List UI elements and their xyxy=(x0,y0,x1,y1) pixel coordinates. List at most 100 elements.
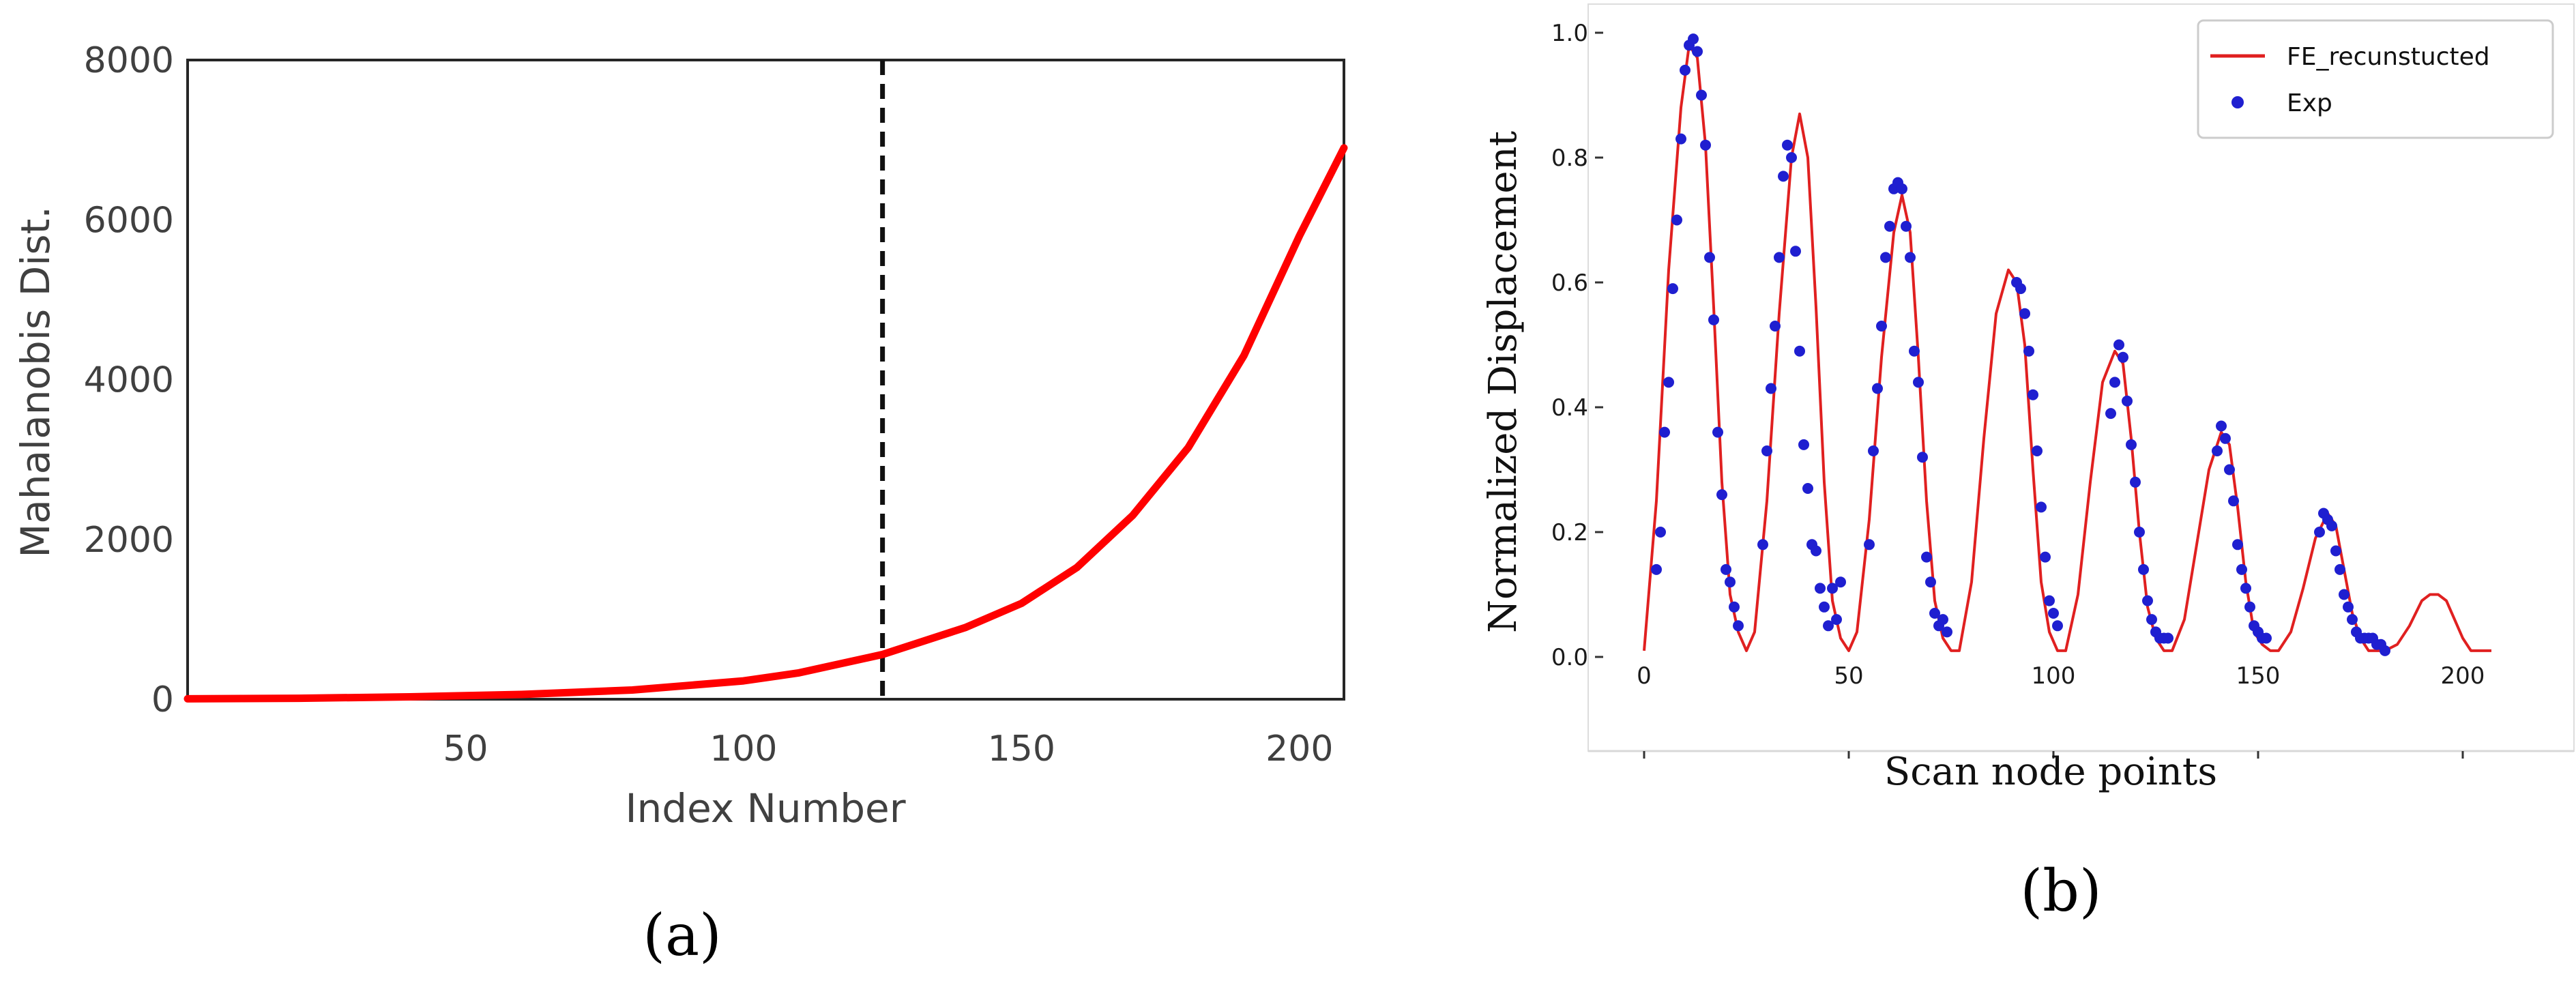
panel-b-exp-point xyxy=(1901,220,1912,232)
panel-a-x-tick-label: 200 xyxy=(1265,729,1333,769)
panel-b-exp-point xyxy=(1811,545,1821,557)
panel-b-exp-point xyxy=(2134,527,2145,538)
panel-b-exp-point xyxy=(1897,183,1907,194)
panel-b-exp-point xyxy=(1700,139,1711,151)
panel-b-exp-point xyxy=(1663,377,1674,388)
panel-b-exp-point xyxy=(1774,252,1785,263)
panel-b-exp-point xyxy=(1671,214,1682,226)
panel-a-y-tick-label: 4000 xyxy=(84,360,174,401)
panel-b-exp-point xyxy=(1937,614,1948,626)
panel-b-exp-point xyxy=(1692,46,1703,57)
panel-b-exp-point xyxy=(1823,620,1834,632)
panel-b-exp-point xyxy=(1905,252,1916,263)
panel-b-exp-point xyxy=(2232,539,2243,551)
panel-b-legend: FE_recunstucted Exp xyxy=(2197,19,2554,139)
panel-b-exp-point xyxy=(1831,614,1842,626)
panel-b-exp-point xyxy=(2339,589,2350,600)
panel-b-exp-point xyxy=(1716,489,1727,501)
panel-b: 0 50 100 150 200 0.0 0.2 0.4 0.6 0.8 1.0 FE_recun… xyxy=(1481,3,2575,924)
panel-b-y-tick-label: 1.0 xyxy=(1551,20,1588,47)
panel-a-plot-area xyxy=(186,59,1345,701)
panel-b-exp-point xyxy=(1798,439,1809,450)
panel-a-marks xyxy=(184,60,1348,703)
panel-b-exp-point xyxy=(1868,445,1879,456)
panel-b-exp-point xyxy=(2130,476,2141,488)
panel-b-exp-point xyxy=(2334,563,2345,575)
panel-b-exp-point xyxy=(2118,351,2128,363)
panel-b-caption: (b) xyxy=(2020,857,2101,924)
panel-b-exp-point xyxy=(1659,426,1670,438)
panel-b-exp-point xyxy=(2347,614,2358,626)
panel-b-exp-point xyxy=(1770,321,1781,332)
panel-b-exp-point xyxy=(2216,420,2227,432)
panel-a-y-tick-labels: 0 2000 4000 6000 8000 xyxy=(84,40,174,720)
panel-b-exp-point xyxy=(2314,527,2325,538)
panel-a-x-tick-label: 100 xyxy=(709,729,777,769)
panel-b-exp-point xyxy=(2146,614,2157,626)
panel-b-exp-point xyxy=(1802,483,1813,494)
panel-b-exp-point xyxy=(1688,33,1699,45)
panel-b-exp-point xyxy=(1794,345,1805,357)
panel-b-y-axis-label: Normalized Displacement xyxy=(1481,130,1525,633)
panel-b-x-axis-label: Scan node points xyxy=(1884,750,2217,794)
panel-b-exp-point xyxy=(1880,252,1891,263)
panel-b-y-tick-label: 0.2 xyxy=(1551,519,1588,546)
panel-b-exp-point xyxy=(2220,432,2231,444)
panel-b-exp-point xyxy=(2163,632,2174,644)
panel-b-exp-point xyxy=(2036,501,2047,513)
panel-a-y-tick-label: 8000 xyxy=(84,40,174,81)
panel-b-x-tick-label: 100 xyxy=(2032,662,2076,690)
panel-b-x-tick-label: 150 xyxy=(2236,662,2281,690)
panel-b-exp-point xyxy=(2040,551,2051,563)
panel-b-exp-point xyxy=(2105,408,2116,420)
panel-b-exp-point xyxy=(1667,283,1678,295)
panel-a-x-axis-label: Index Number xyxy=(625,785,905,832)
panel-b-exp-point xyxy=(2019,308,2030,319)
panel-a-x-tick-label: 150 xyxy=(988,729,1055,769)
panel-b-exp-point xyxy=(1778,171,1789,182)
legend-swatch-dot xyxy=(2231,96,2244,108)
panel-b-exp-point xyxy=(2261,632,2272,644)
panel-b-exp-point xyxy=(1786,152,1797,163)
panel-b-exp-point xyxy=(1721,563,1731,575)
panel-b-exp-point xyxy=(2212,445,2223,456)
panel-b-exp-point xyxy=(2244,601,2255,613)
panel-b-exp-point xyxy=(2113,339,2124,351)
panel-b-exp-point xyxy=(1909,345,1920,357)
panel-b-exp-point xyxy=(2023,345,2034,357)
panel-a-caption: (a) xyxy=(643,902,722,969)
panel-a-x-tick-label: 50 xyxy=(443,729,488,769)
panel-b-exp-point xyxy=(1725,576,1736,588)
legend-label-exp: Exp xyxy=(2287,89,2332,117)
panel-b-exp-point xyxy=(2138,563,2149,575)
panel-b-exp-point xyxy=(2052,620,2063,632)
panel-b-exp-point xyxy=(1827,583,1838,594)
panel-b-exp-point xyxy=(2142,595,2153,606)
panel-b-exp-point xyxy=(1921,551,1932,563)
panel-b-x-ticks: 0 50 100 150 200 xyxy=(1637,662,2485,759)
panel-a-y-axis-label: Mahalanobis Dist. xyxy=(12,206,59,558)
panel-b-exp-point xyxy=(1815,583,1826,594)
panel-b-exp-point xyxy=(2109,377,2120,388)
panel-b-exp-point xyxy=(2028,389,2038,400)
panel-b-exp-point xyxy=(2048,608,2059,619)
panel-b-x-tick-label: 50 xyxy=(1834,662,1863,690)
panel-b-exp-point xyxy=(2015,283,2026,295)
panel-b-exp-point xyxy=(2126,439,2137,450)
panel-b-y-tick-label: 0.6 xyxy=(1551,269,1588,297)
panel-b-exp-point xyxy=(2380,645,2390,656)
panel-b-exp-point xyxy=(1917,452,1928,463)
panel-b-exp-point xyxy=(2032,445,2043,456)
panel-b-exp-point xyxy=(1864,539,1875,551)
panel-b-exp-point xyxy=(2240,583,2251,594)
panel-b-exp-point xyxy=(1708,314,1719,325)
panel-b-exp-point xyxy=(2326,520,2337,531)
panel-b-x-tick-label: 200 xyxy=(2441,662,2485,690)
panel-a-y-tick-label: 6000 xyxy=(84,200,174,241)
panel-b-exp-point xyxy=(2236,563,2247,575)
panel-b-exp-point xyxy=(1766,383,1776,394)
panel-b-exp-point xyxy=(1942,626,1952,638)
panel-b-y-tick-label: 0.0 xyxy=(1551,644,1588,671)
